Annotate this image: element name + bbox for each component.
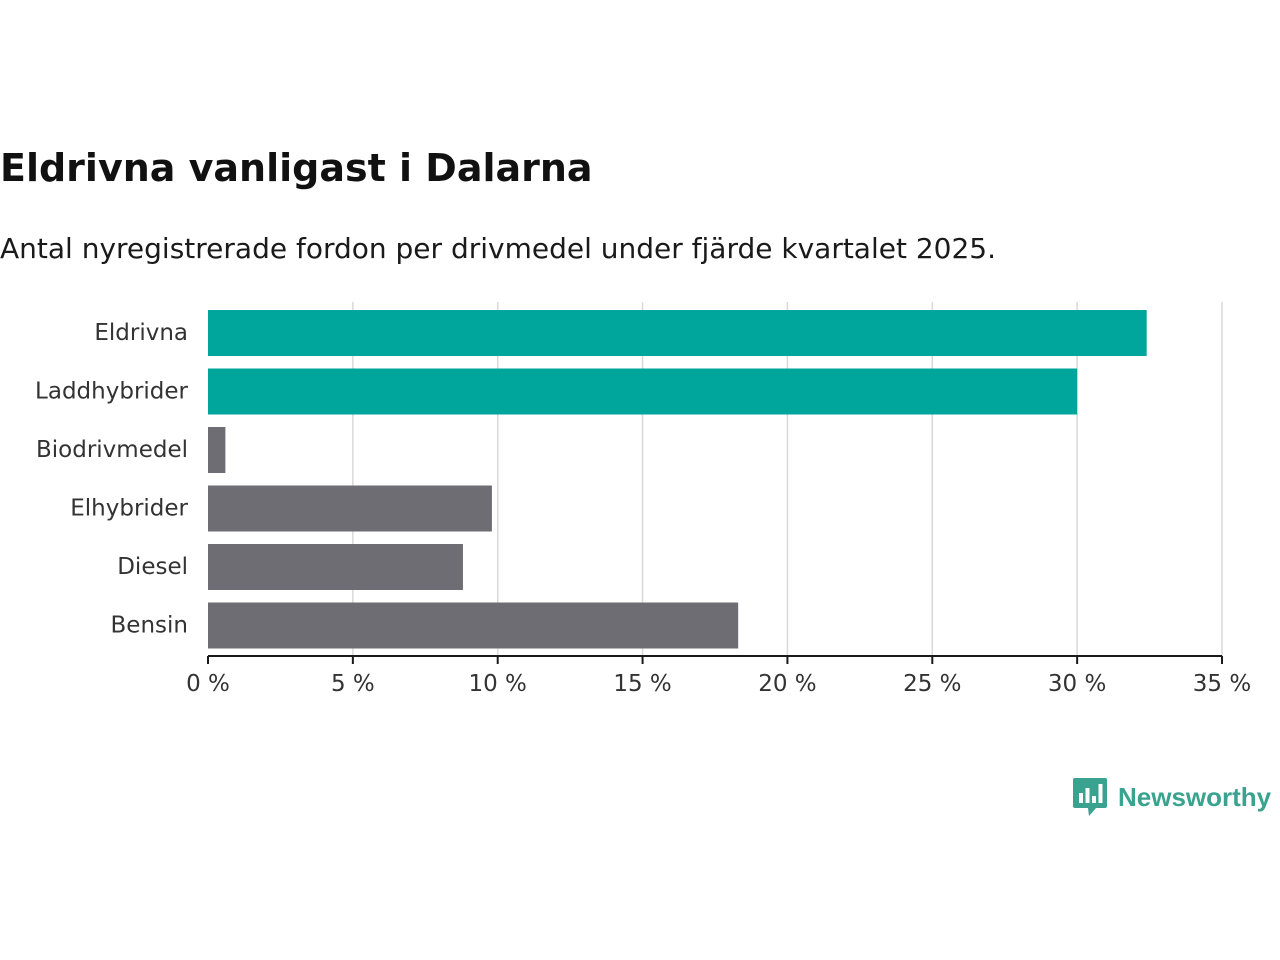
brand-name: Newsworthy [1118, 781, 1272, 812]
x-tick-label-4: 20 % [758, 671, 816, 697]
category-label-elhybrider: Elhybrider [70, 496, 188, 522]
bar-elhybrider [208, 485, 492, 532]
x-axis: 0 % 5 % 10 % 15 % 20 % 25 % 30 % 35 % [186, 655, 1251, 697]
x-tick-label-2: 10 % [468, 671, 526, 697]
category-label-diesel: Diesel [117, 554, 188, 580]
category-label-eldrivna: Eldrivna [94, 320, 188, 346]
bar-laddhybrider [208, 368, 1078, 415]
newsworthy-logo: Newsworthy [1072, 776, 1271, 818]
category-label-bensin: Bensin [111, 613, 188, 639]
newsworthy-chart-icon [1073, 778, 1107, 816]
x-tick-label-0: 0 % [186, 671, 230, 697]
gridlines [352, 302, 1223, 656]
bar-bensin [208, 602, 739, 649]
chart-title: Eldrivna vanligast i Dalarna [0, 146, 593, 190]
bar-eldrivna [208, 310, 1147, 356]
x-tick-label-7: 35 % [1193, 671, 1251, 697]
chart-subtitle: Antal nyregistrerade fordon per drivmede… [0, 232, 997, 265]
x-tick-label-1: 5 % [331, 671, 375, 697]
category-label-laddhybrider: Laddhybrider [35, 379, 188, 405]
bar-biodrivmedel [208, 427, 226, 473]
bars [208, 310, 1147, 649]
category-labels: Eldrivna Laddhybrider Biodrivmedel Elhybrid… [35, 320, 188, 639]
x-tick-label-6: 30 % [1048, 671, 1106, 697]
x-tick-label-5: 25 % [903, 671, 961, 697]
bar-chart: Eldrivna Laddhybrider Biodrivmedel Elhybrid… [35, 302, 1251, 697]
x-tick-label-3: 15 % [613, 671, 671, 697]
category-label-biodrivmedel: Biodrivmedel [36, 437, 188, 463]
bar-diesel [208, 544, 463, 590]
